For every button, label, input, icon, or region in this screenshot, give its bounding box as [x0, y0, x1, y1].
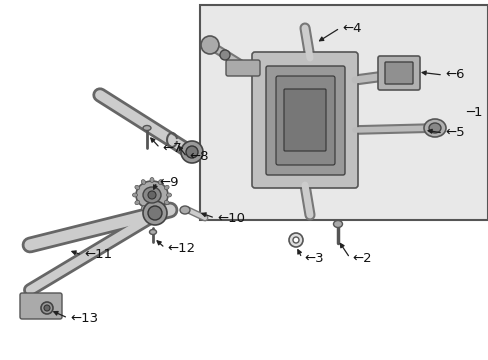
Ellipse shape [44, 305, 50, 311]
Ellipse shape [150, 207, 154, 212]
FancyBboxPatch shape [377, 56, 419, 90]
Text: ←7: ←7 [162, 141, 181, 154]
Text: ─1: ─1 [466, 105, 482, 118]
Text: ←11: ←11 [84, 248, 112, 261]
Ellipse shape [181, 141, 203, 163]
FancyBboxPatch shape [284, 89, 325, 151]
Ellipse shape [135, 201, 140, 204]
Text: ←2: ←2 [351, 252, 371, 265]
Ellipse shape [148, 206, 162, 220]
Ellipse shape [333, 220, 342, 228]
Ellipse shape [180, 206, 190, 214]
Text: ←6: ←6 [444, 68, 464, 81]
Ellipse shape [201, 36, 219, 54]
Ellipse shape [141, 180, 145, 184]
Ellipse shape [150, 177, 154, 183]
Ellipse shape [158, 180, 163, 184]
Ellipse shape [41, 302, 53, 314]
Ellipse shape [142, 126, 151, 130]
Ellipse shape [220, 50, 229, 60]
Ellipse shape [142, 201, 167, 225]
FancyBboxPatch shape [265, 66, 345, 175]
FancyBboxPatch shape [225, 60, 260, 76]
FancyBboxPatch shape [20, 293, 62, 319]
Ellipse shape [141, 206, 145, 210]
Text: ←12: ←12 [167, 242, 195, 255]
FancyBboxPatch shape [251, 52, 357, 188]
Text: ←10: ←10 [217, 211, 244, 225]
Ellipse shape [149, 230, 156, 234]
Ellipse shape [136, 181, 168, 209]
Ellipse shape [428, 123, 440, 133]
Ellipse shape [148, 191, 156, 199]
Ellipse shape [158, 206, 163, 210]
Text: ←5: ←5 [444, 126, 464, 139]
Ellipse shape [166, 193, 171, 197]
Ellipse shape [142, 187, 161, 203]
Text: ←13: ←13 [70, 311, 98, 324]
Text: ←9: ←9 [159, 175, 178, 189]
FancyBboxPatch shape [384, 62, 412, 84]
Ellipse shape [164, 185, 169, 190]
Ellipse shape [423, 119, 445, 137]
Text: ←8: ←8 [189, 150, 208, 163]
Ellipse shape [132, 193, 137, 197]
Ellipse shape [135, 185, 140, 190]
Text: ←4: ←4 [341, 22, 361, 35]
FancyBboxPatch shape [275, 76, 334, 165]
Ellipse shape [164, 201, 169, 204]
Ellipse shape [185, 146, 198, 158]
Text: ←3: ←3 [304, 252, 323, 265]
Ellipse shape [292, 237, 298, 243]
Ellipse shape [288, 233, 303, 247]
Bar [200, 5, 487, 220]
